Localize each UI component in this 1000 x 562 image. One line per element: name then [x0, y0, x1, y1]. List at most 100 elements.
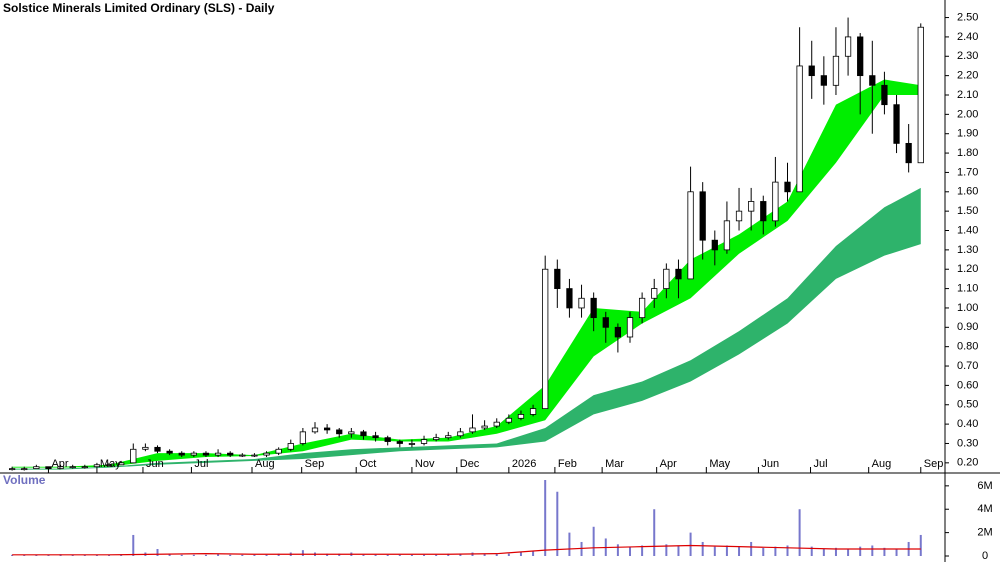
y-tick-label: 0.60: [957, 379, 978, 391]
x-tick-label: Apr: [660, 458, 677, 470]
y-tick-label: 4M: [977, 503, 992, 515]
y-tick-label: 1.50: [957, 205, 978, 217]
y-tick-label: 1.00: [957, 302, 978, 314]
y-tick-label: 6M: [977, 480, 992, 492]
candle-body: [638, 297, 646, 319]
volume-ma: [12, 544, 921, 556]
candle-body: [832, 55, 840, 86]
candle-body: [299, 431, 307, 444]
candle-body: [33, 466, 40, 470]
candle-body: [469, 427, 476, 433]
y-tick-label: 1.70: [957, 166, 978, 178]
candle-body: [857, 36, 864, 77]
x-tick-label: Oct: [359, 458, 376, 470]
x-tick-label: Jun: [146, 458, 164, 470]
candle-body: [517, 414, 525, 419]
y-tick-label: 2.50: [957, 11, 978, 23]
y-tick-label: 2M: [977, 527, 992, 539]
candle-body: [202, 452, 210, 456]
candle-body: [675, 268, 682, 280]
candle-body: [881, 84, 888, 106]
y-tick-label: 1.90: [957, 128, 978, 140]
candle-body: [602, 317, 609, 328]
y-tick-label: 1.20: [957, 263, 978, 275]
x-tick-label: Jul: [814, 458, 828, 470]
candle-body: [372, 435, 379, 439]
x-tick-label: May: [100, 458, 121, 470]
candle-body: [626, 317, 634, 338]
x-tick-label: Dec: [460, 458, 480, 470]
candle-body: [408, 443, 416, 445]
x-tick-label: Jun: [761, 458, 779, 470]
y-tick-label: 2.00: [957, 108, 978, 120]
y-tick-label: 1.80: [957, 147, 978, 159]
candle-body: [154, 446, 161, 452]
candle-body: [893, 104, 900, 144]
candle-body: [687, 191, 694, 280]
volume-pane: Volume 0 2M 4M 6M: [0, 472, 1000, 562]
candle-body: [869, 75, 876, 86]
candle-body: [81, 466, 88, 469]
candle-body: [590, 297, 597, 319]
candle-body: [505, 417, 512, 423]
candle-body: [420, 439, 428, 444]
candle-body: [57, 466, 64, 470]
candle-body: [275, 448, 282, 454]
x-tick-label: Aug: [872, 458, 892, 470]
candle-body: [384, 437, 391, 442]
candle-body: [723, 220, 731, 251]
y-tick-label: 1.60: [957, 186, 978, 198]
candle-body: [748, 201, 755, 212]
candle-body: [760, 201, 767, 222]
candle-body: [493, 421, 500, 427]
candle-body: [311, 427, 319, 433]
candle-body: [93, 464, 101, 468]
candle-body: [808, 65, 815, 77]
y-tick-label: 0: [982, 550, 988, 562]
candle-body: [699, 191, 706, 241]
candle-body: [566, 288, 573, 309]
x-tick-label: Mar: [605, 458, 624, 470]
y-tick-label: 0.30: [957, 437, 978, 449]
candle-body: [166, 450, 173, 454]
candle-body: [651, 288, 658, 299]
y-tick-label: 1.10: [957, 282, 978, 294]
y-tick-label: 2.20: [957, 70, 978, 82]
candle-body: [263, 452, 270, 456]
candle-body: [227, 452, 234, 456]
candle-body: [542, 268, 549, 410]
candle-body: [917, 26, 924, 164]
y-tick-label: 1.40: [957, 224, 978, 236]
x-tick-label: 2026: [512, 458, 536, 470]
candle-body: [287, 443, 294, 450]
x-tick-label: Jul: [194, 458, 208, 470]
candle-body: [578, 297, 585, 309]
volume-label: Volume: [3, 473, 46, 487]
candle-body: [21, 468, 28, 471]
price-pane: 0.100.200.300.400.500.600.700.800.901.00…: [8, 0, 978, 562]
y-tick-label: 0.70: [957, 360, 978, 372]
candle-body: [239, 454, 246, 457]
y-tick-label: 2.40: [957, 31, 978, 43]
chart-title: Solstice Minerals Limited Ordinary (SLS)…: [3, 1, 275, 15]
y-tick-label: 0.20: [957, 457, 978, 469]
candle-body: [481, 425, 488, 429]
x-tick-label: Feb: [558, 458, 577, 470]
candle-body: [105, 464, 113, 467]
candle-body: [142, 446, 149, 450]
candle-body: [796, 65, 803, 193]
candle-body: [118, 462, 125, 466]
candle-body: [457, 431, 464, 437]
candle-body: [348, 431, 355, 435]
candle-body: [433, 437, 440, 441]
candle-body: [772, 181, 779, 222]
candle-body: [905, 142, 912, 164]
band: [12, 79, 921, 468]
y-tick-label: 2.10: [957, 89, 978, 101]
candle-body: [190, 452, 197, 456]
candle-body: [130, 448, 137, 464]
candle-body: [554, 268, 561, 289]
candle-body: [8, 468, 16, 471]
candle-body: [178, 452, 185, 456]
